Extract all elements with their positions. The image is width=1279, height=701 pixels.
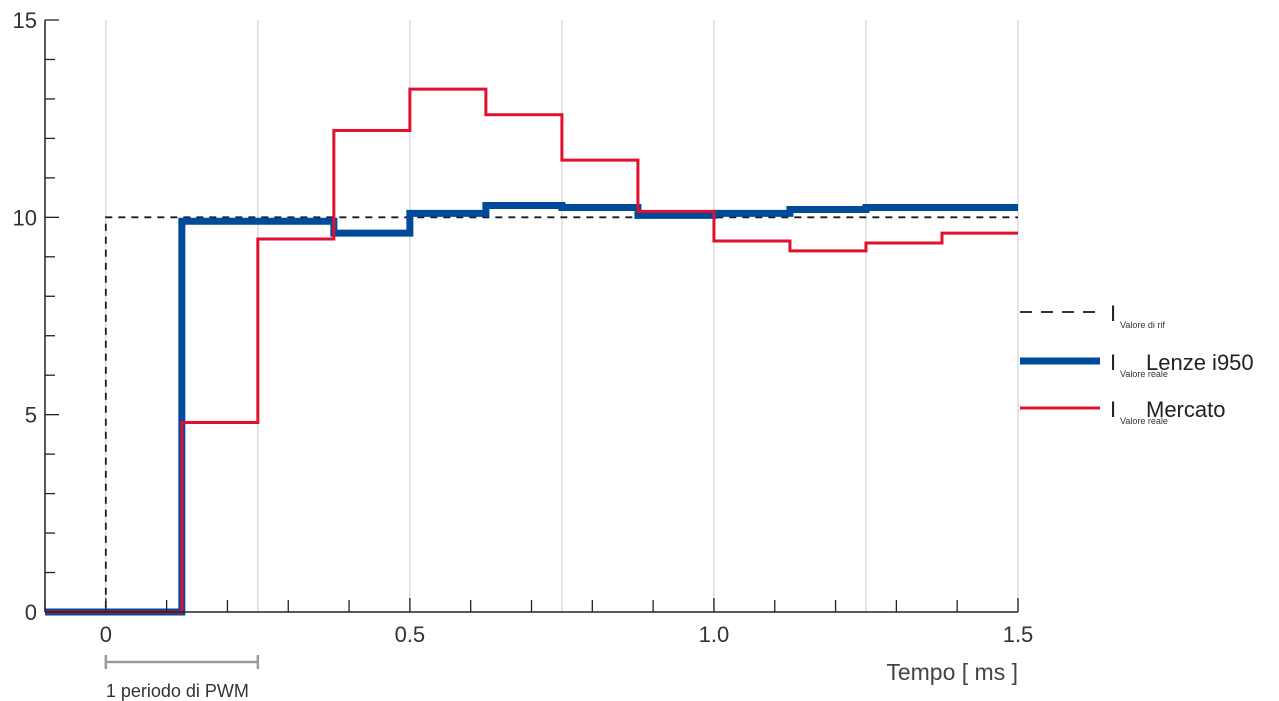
legend-symbol: I xyxy=(1110,350,1116,375)
reference-series xyxy=(45,216,1018,613)
y-tick-label: 5 xyxy=(25,403,37,428)
x-axis-title: Tempo [ ms ] xyxy=(886,659,1018,685)
x-tick-label: 1.0 xyxy=(699,622,730,647)
legend-subscript: Valore reale xyxy=(1120,416,1168,426)
legend-subscript: Valore di rif xyxy=(1120,320,1165,330)
x-tick-label: 1.5 xyxy=(1003,622,1034,647)
series-line-mercato xyxy=(45,87,1018,614)
x-tick-label: 0 xyxy=(100,622,112,647)
series-line-lenze-i950 xyxy=(45,201,1018,616)
x-tick-label: 0.5 xyxy=(395,622,426,647)
y-tick-label: 10 xyxy=(13,205,37,230)
tick-labels: 0 5 10 15 0 0.5 1.0 1.5 xyxy=(13,8,1034,647)
pwm-period-annotation: 1 periodo di PWM xyxy=(104,655,260,701)
legend-label: Lenze i950 xyxy=(1146,350,1254,375)
axes xyxy=(44,19,1019,613)
legend-label: Mercato xyxy=(1146,397,1225,422)
y-tick-label: 0 xyxy=(25,600,37,625)
series-line-reference xyxy=(45,216,1018,613)
grid-lines xyxy=(105,20,1019,612)
pwm-period-label: 1 periodo di PWM xyxy=(106,681,249,701)
legend-symbol: I xyxy=(1110,301,1116,326)
data-series xyxy=(45,87,1018,616)
legend-symbol: I xyxy=(1110,397,1116,422)
legend-subscript: Valore reale xyxy=(1120,369,1168,379)
y-tick-label: 15 xyxy=(13,8,37,33)
